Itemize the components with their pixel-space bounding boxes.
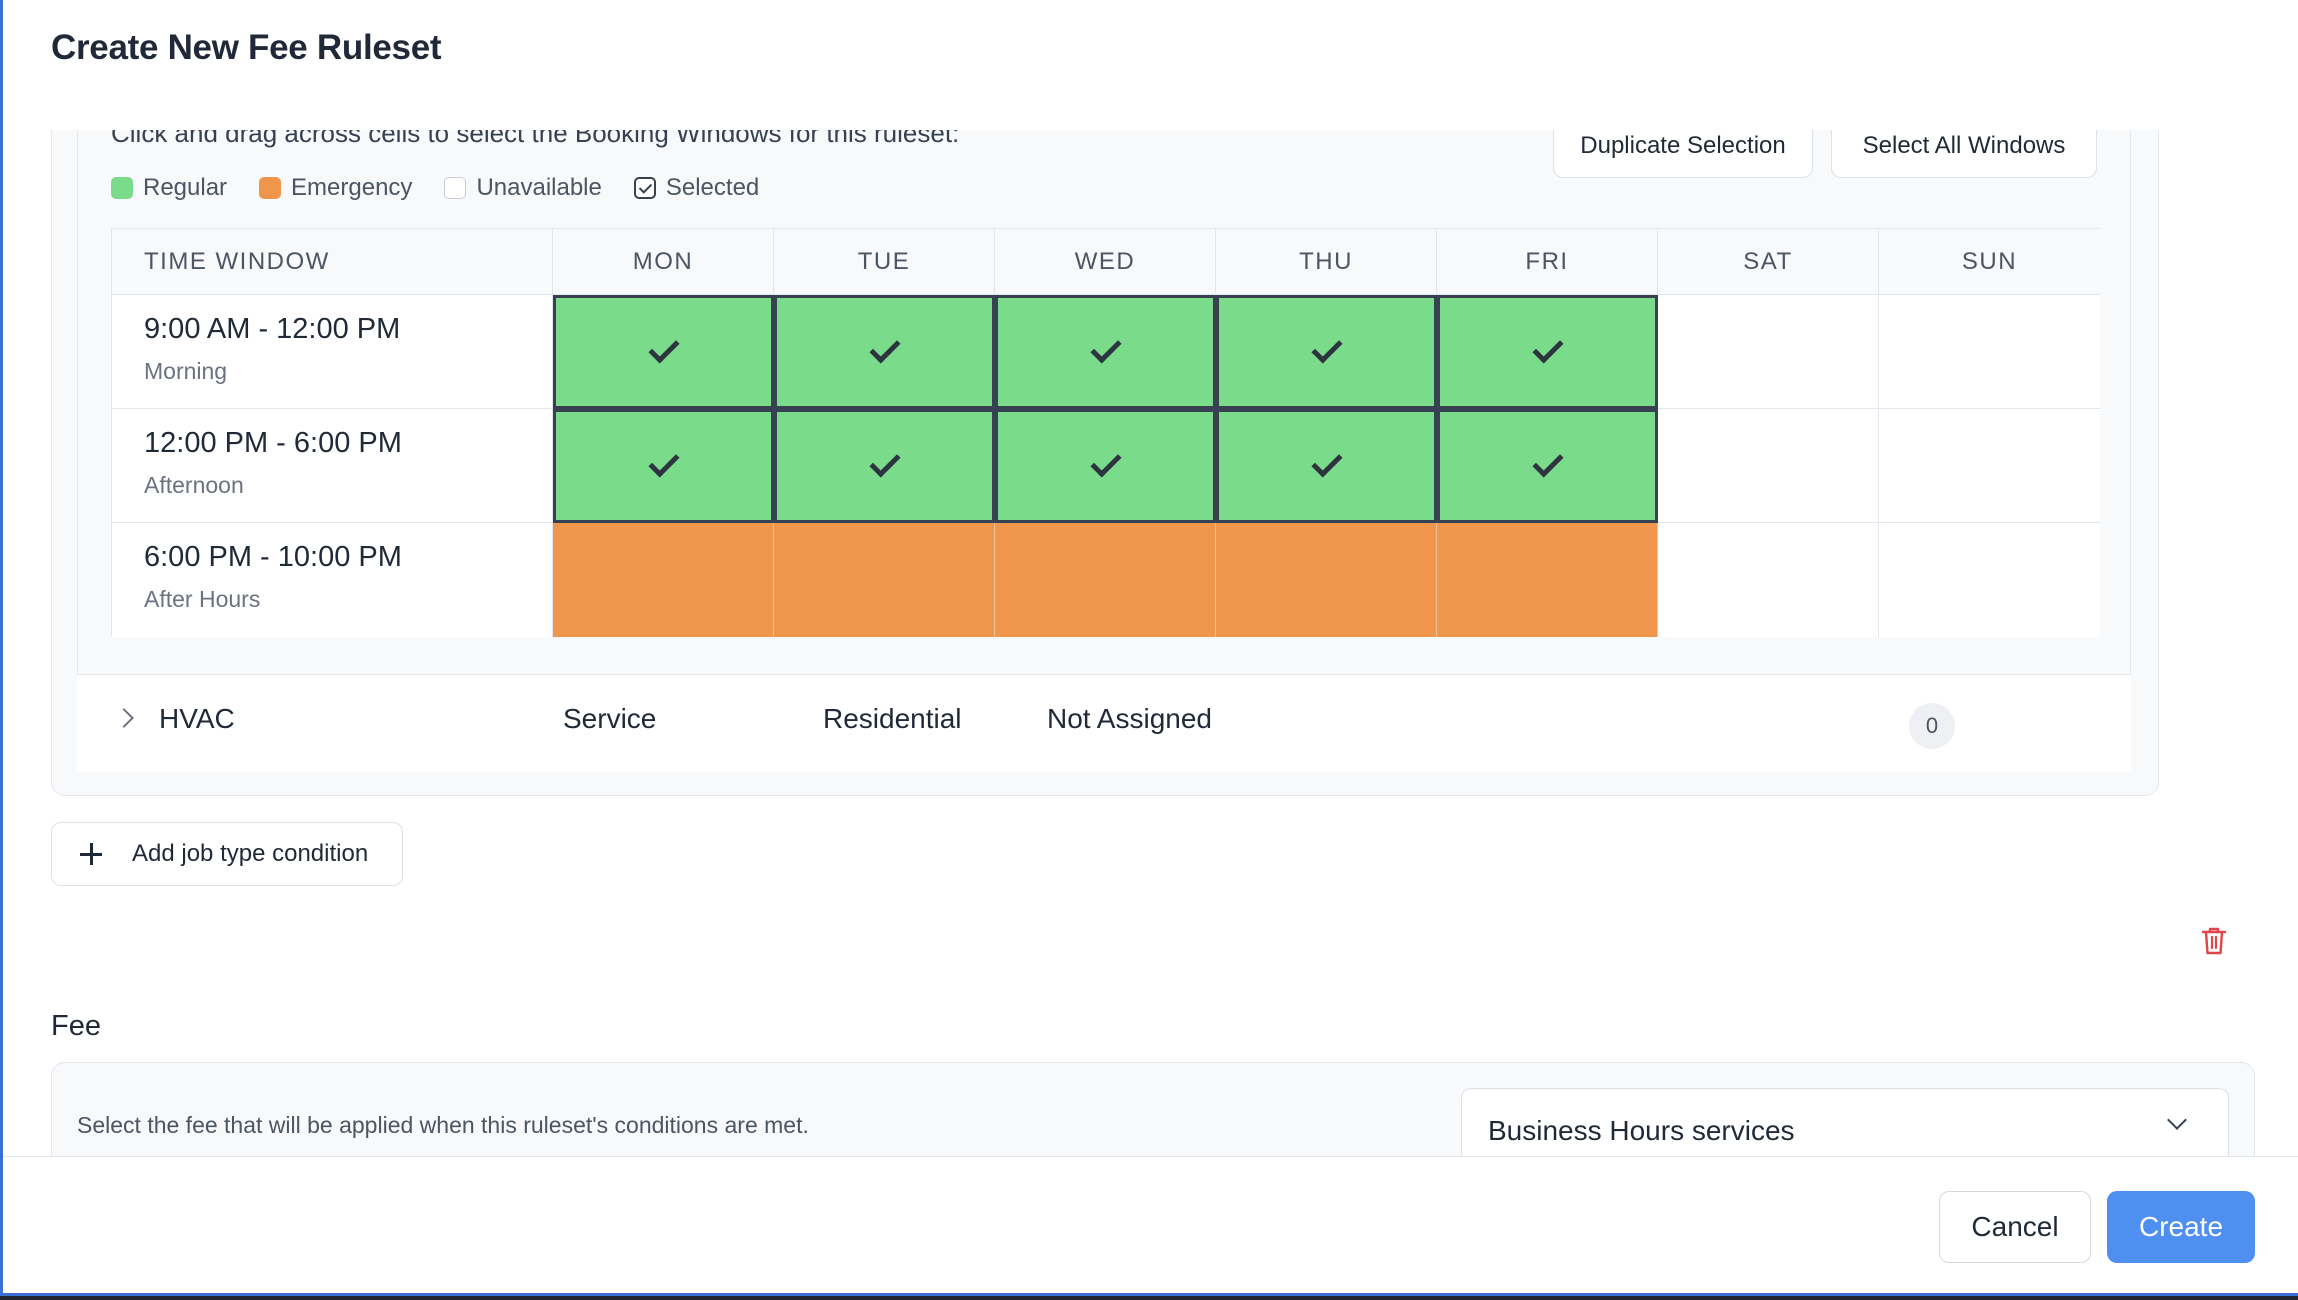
legend-label: Emergency — [291, 174, 413, 201]
booking-cell-thu-1[interactable] — [1216, 295, 1437, 409]
day-header-wed: WED — [995, 229, 1216, 295]
legend-regular: Regular — [111, 174, 227, 202]
check-square-icon — [633, 177, 656, 199]
modal-body[interactable]: Click and drag across cells to select th… — [3, 130, 2298, 1156]
time-range: 9:00 AM - 12:00 PM — [144, 313, 401, 345]
job-type-row[interactable]: HVAC Service Residential Not Assigned 0 — [77, 674, 2131, 772]
time-window-name: Afternoon — [144, 472, 244, 498]
job-type-assignment: Not Assigned — [1047, 703, 1212, 734]
job-type-count-badge: 0 — [1909, 703, 1955, 749]
unavailable-swatch — [444, 177, 467, 199]
booking-cell-mon-3[interactable] — [553, 523, 774, 637]
booking-cell-wed-1[interactable] — [995, 295, 1216, 409]
check-icon — [1310, 332, 1343, 364]
time-window-header: TIME WINDOW — [112, 229, 553, 295]
fee-description: Select the fee that will be applied when… — [77, 1112, 809, 1138]
time-window-after-hours: 6:00 PM - 10:00 PM After Hours — [112, 523, 553, 637]
chevron-right-icon[interactable] — [114, 708, 134, 728]
check-icon — [647, 332, 680, 364]
check-icon — [868, 332, 901, 364]
chevron-down-icon — [2167, 1110, 2187, 1130]
booking-cell-mon-1[interactable] — [553, 295, 774, 409]
time-window-name: After Hours — [144, 586, 261, 612]
fee-selected-value: Business Hours services — [1488, 1115, 1795, 1146]
booking-cell-fri-3[interactable] — [1437, 523, 1658, 637]
check-icon — [1089, 446, 1122, 478]
booking-cell-wed-3[interactable] — [995, 523, 1216, 637]
emergency-swatch — [259, 177, 282, 199]
plus-icon — [80, 843, 102, 865]
day-header-fri: FRI — [1437, 229, 1658, 295]
check-icon — [1089, 332, 1122, 364]
booking-cell-fri-2[interactable] — [1437, 409, 1658, 523]
time-range: 6:00 PM - 10:00 PM — [144, 541, 402, 573]
day-header-sun: SUN — [1879, 229, 2100, 295]
booking-cell-wed-2[interactable] — [995, 409, 1216, 523]
legend-emergency: Emergency — [259, 174, 412, 202]
time-window-afternoon: 12:00 PM - 6:00 PM Afternoon — [112, 409, 553, 523]
time-window-morning: 9:00 AM - 12:00 PM Morning — [112, 295, 553, 409]
booking-cell-sun-3[interactable] — [1879, 523, 2100, 637]
duplicate-selection-button[interactable]: Duplicate Selection — [1553, 130, 1813, 178]
legend-unavailable: Unavailable — [444, 174, 602, 202]
check-icon — [1531, 332, 1564, 364]
modal-footer: Cancel Create — [3, 1156, 2298, 1293]
job-type-segment: Residential — [823, 703, 962, 734]
legend-label: Unavailable — [476, 174, 602, 201]
day-header-sat: SAT — [1658, 229, 1879, 295]
check-icon — [1310, 446, 1343, 478]
booking-cell-thu-3[interactable] — [1216, 523, 1437, 637]
booking-cell-fri-1[interactable] — [1437, 295, 1658, 409]
booking-instruction: Click and drag across cells to select th… — [111, 130, 960, 148]
booking-cell-tue-3[interactable] — [774, 523, 995, 637]
job-type-category: Service — [563, 703, 657, 734]
time-range: 12:00 PM - 6:00 PM — [144, 427, 402, 459]
booking-cell-sat-3[interactable] — [1658, 523, 1879, 637]
create-button[interactable]: Create — [2107, 1191, 2255, 1263]
time-window-name: Morning — [144, 358, 228, 384]
select-all-windows-button[interactable]: Select All Windows — [1831, 130, 2097, 178]
cancel-button[interactable]: Cancel — [1939, 1191, 2091, 1263]
check-icon — [647, 446, 680, 478]
add-condition-label: Add job type condition — [132, 840, 369, 867]
check-icon — [1531, 446, 1564, 478]
trash-icon[interactable] — [2201, 926, 2227, 956]
booking-cell-sun-2[interactable] — [1879, 409, 2100, 523]
booking-cell-tue-2[interactable] — [774, 409, 995, 523]
legend-selected: Selected — [633, 174, 760, 202]
add-job-type-condition-button[interactable]: Add job type condition — [51, 822, 403, 886]
booking-cell-sun-1[interactable] — [1879, 295, 2100, 409]
booking-cell-mon-2[interactable] — [553, 409, 774, 523]
fee-section-label: Fee — [51, 1010, 101, 1042]
legend-label: Selected — [665, 174, 760, 201]
day-header-thu: THU — [1216, 229, 1437, 295]
booking-windows-grid: TIME WINDOW MON TUE WED THU FRI SAT SUN … — [111, 228, 2100, 637]
booking-cell-thu-2[interactable] — [1216, 409, 1437, 523]
day-header-mon: MON — [553, 229, 774, 295]
check-icon — [868, 446, 901, 478]
booking-cell-tue-1[interactable] — [774, 295, 995, 409]
job-type-trade: HVAC — [159, 703, 235, 734]
fee-select[interactable]: Business Hours services — [1461, 1088, 2229, 1156]
legend: Regular Emergency Unavailable Selected — [111, 174, 791, 202]
day-header-tue: TUE — [774, 229, 995, 295]
regular-swatch — [111, 177, 133, 199]
legend-label: Regular — [143, 174, 228, 201]
modal-title: Create New Fee Ruleset — [51, 28, 442, 67]
booking-cell-sat-2[interactable] — [1658, 409, 1879, 523]
booking-cell-sat-1[interactable] — [1658, 295, 1879, 409]
